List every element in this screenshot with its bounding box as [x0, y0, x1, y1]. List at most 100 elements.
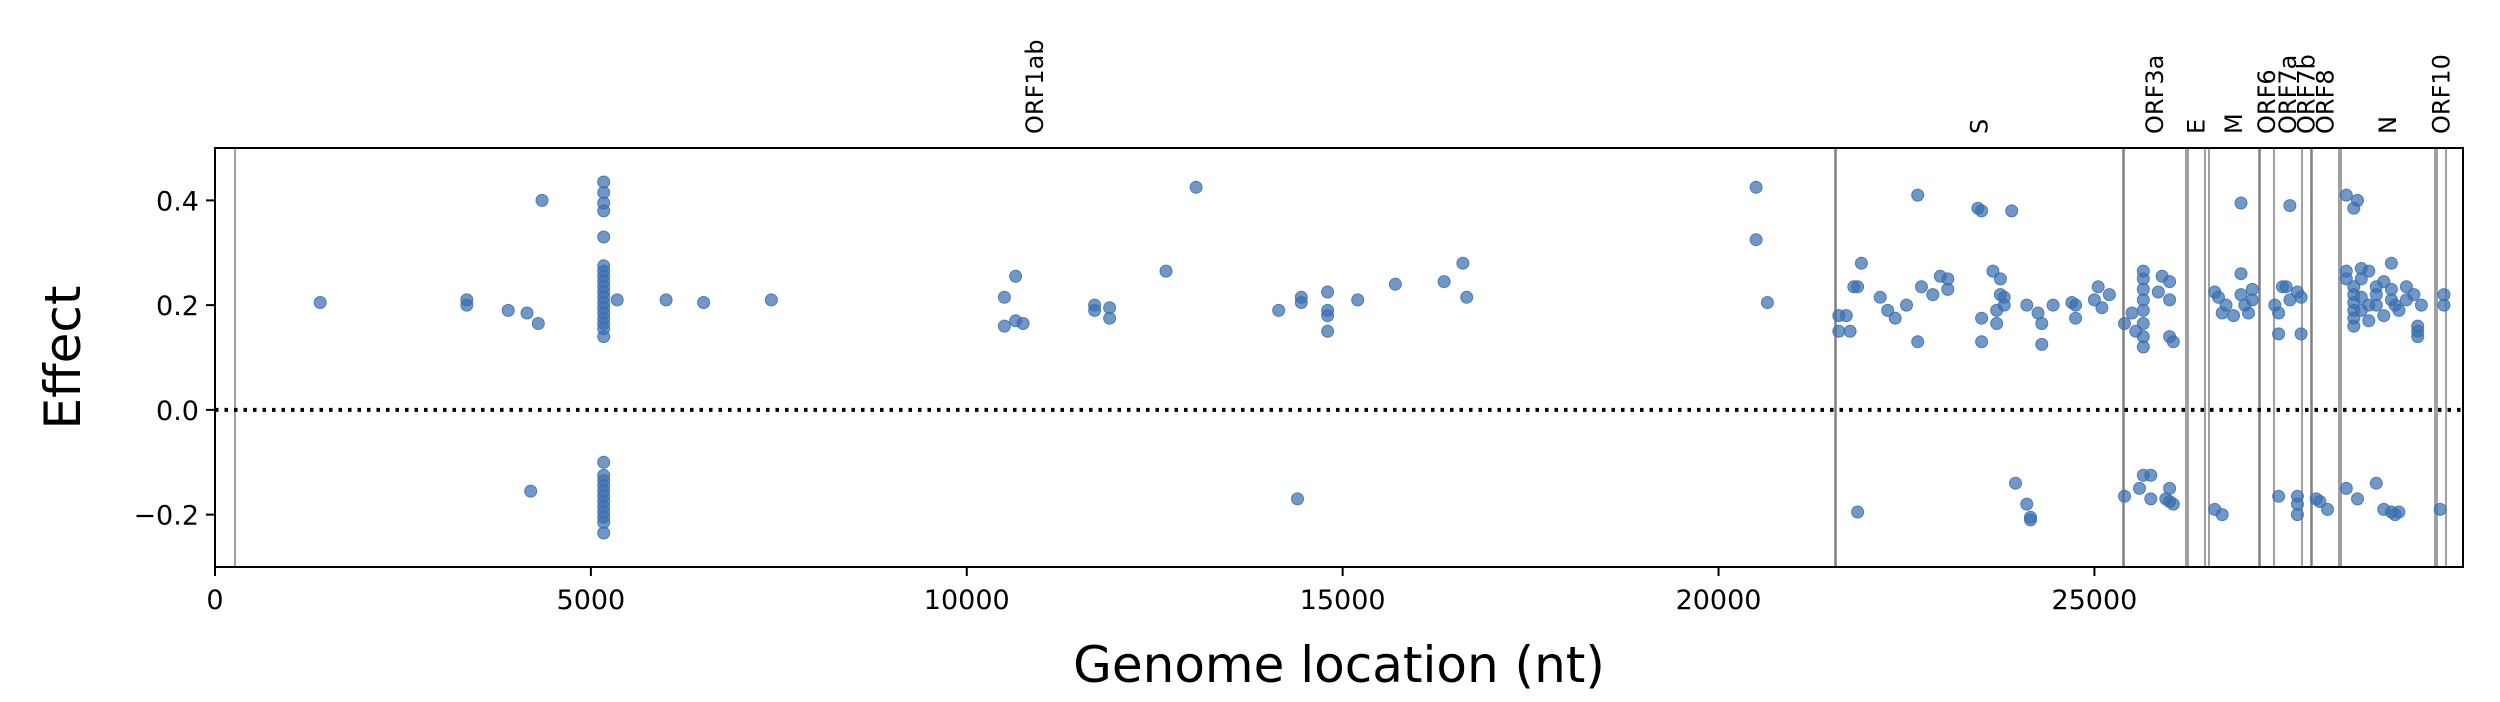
data-point	[1291, 492, 1304, 506]
data-point	[597, 204, 611, 218]
data-point	[535, 193, 549, 207]
data-point	[2087, 293, 2101, 307]
data-point	[659, 293, 673, 307]
data-point	[1437, 275, 1451, 289]
data-point	[2069, 311, 2083, 325]
data-point	[2339, 188, 2353, 202]
data-point	[1975, 335, 1989, 349]
data-point	[2227, 309, 2240, 323]
data-point	[1881, 303, 1895, 317]
data-point	[2362, 264, 2376, 278]
data-point	[1749, 233, 1763, 247]
gene-label-orf6: ORF6	[2253, 69, 2281, 134]
data-point	[2102, 288, 2116, 302]
data-point	[2369, 476, 2383, 490]
data-point	[2163, 275, 2177, 289]
data-point	[2035, 337, 2049, 351]
data-point	[1851, 280, 1865, 294]
gene-boundaries	[234, 148, 2447, 567]
data-point	[2339, 272, 2353, 286]
data-point	[1911, 335, 1925, 349]
data-point	[2392, 505, 2406, 519]
data-point	[764, 293, 778, 307]
data-point	[1873, 290, 1887, 304]
data-point	[1832, 324, 1846, 338]
data-point	[2351, 492, 2364, 506]
data-point	[2369, 298, 2383, 312]
y-tick-label: −0.2	[133, 501, 199, 532]
data-point	[520, 306, 534, 320]
data-point	[1839, 309, 1853, 323]
data-point	[1975, 204, 1989, 218]
data-point	[2024, 513, 2037, 527]
data-point	[1997, 298, 2011, 312]
data-point	[313, 296, 327, 309]
data-point	[1851, 505, 1865, 519]
data-point	[2125, 306, 2139, 320]
data-point	[2133, 481, 2146, 495]
data-point	[1915, 280, 1928, 294]
data-point	[2272, 306, 2286, 320]
y-axis-label: Effect	[34, 286, 92, 430]
data-point	[2166, 335, 2180, 349]
data-point	[597, 330, 611, 344]
data-point	[2339, 481, 2353, 495]
data-point	[1456, 256, 1470, 270]
x-tick-label: 20000	[1676, 585, 1762, 616]
gene-label-orf8: ORF8	[2312, 69, 2340, 134]
x-tick-label: 15000	[1300, 585, 1386, 616]
data-point	[1993, 272, 2007, 286]
data-point	[1760, 296, 1774, 309]
data-point	[2163, 481, 2177, 495]
data-point	[2283, 199, 2297, 213]
data-point	[1321, 285, 1335, 299]
data-point	[610, 293, 624, 307]
data-point	[1159, 264, 1173, 278]
data-point	[2411, 330, 2425, 344]
data-point	[1900, 298, 1913, 312]
data-point	[2290, 508, 2304, 522]
data-point	[2407, 288, 2421, 302]
x-axis: 0 5000 10000 15000 20000 25000	[206, 567, 2137, 616]
y-tick-label: 0.4	[156, 186, 199, 217]
x-axis-label: Genome location (nt)	[1073, 636, 1605, 694]
data-point	[2151, 285, 2165, 299]
data-point	[1009, 269, 1023, 283]
data-point	[460, 298, 474, 312]
data-point	[1321, 309, 1335, 323]
data-point	[524, 484, 538, 498]
gene-label-orf10: ORF10	[2427, 54, 2455, 134]
x-tick-label: 0	[206, 585, 223, 616]
data-point	[2354, 290, 2368, 304]
data-point	[2437, 298, 2451, 312]
y-tick-label: 0.2	[156, 291, 199, 322]
data-point	[2279, 280, 2293, 294]
data-point	[2377, 309, 2391, 323]
data-point	[2005, 204, 2019, 218]
data-point	[2118, 489, 2131, 503]
data-point	[2212, 290, 2225, 304]
data-point	[1975, 311, 1989, 325]
plot-frame	[214, 147, 2464, 568]
gene-label-orf7b: ORF7b	[2293, 54, 2321, 134]
data-point	[1016, 317, 1030, 330]
data-point	[2009, 476, 2022, 490]
data-point	[1103, 311, 1117, 325]
data-point	[1189, 180, 1203, 194]
data-point	[997, 290, 1011, 304]
data-point	[2020, 497, 2034, 511]
data-point	[2321, 502, 2334, 516]
gene-label-m: M	[2220, 113, 2248, 134]
gene-label-orf3a: ORF3a	[2141, 55, 2169, 134]
data-point	[2166, 497, 2180, 511]
data-point	[2294, 290, 2308, 304]
data-point	[1088, 303, 1102, 317]
data-point	[2354, 272, 2368, 286]
gene-label-e: E	[2183, 119, 2211, 134]
x-tick-label: 10000	[924, 585, 1010, 616]
data-point	[697, 296, 711, 309]
data-point	[2362, 314, 2376, 328]
data-point	[2399, 280, 2413, 294]
data-point	[2035, 317, 2049, 330]
